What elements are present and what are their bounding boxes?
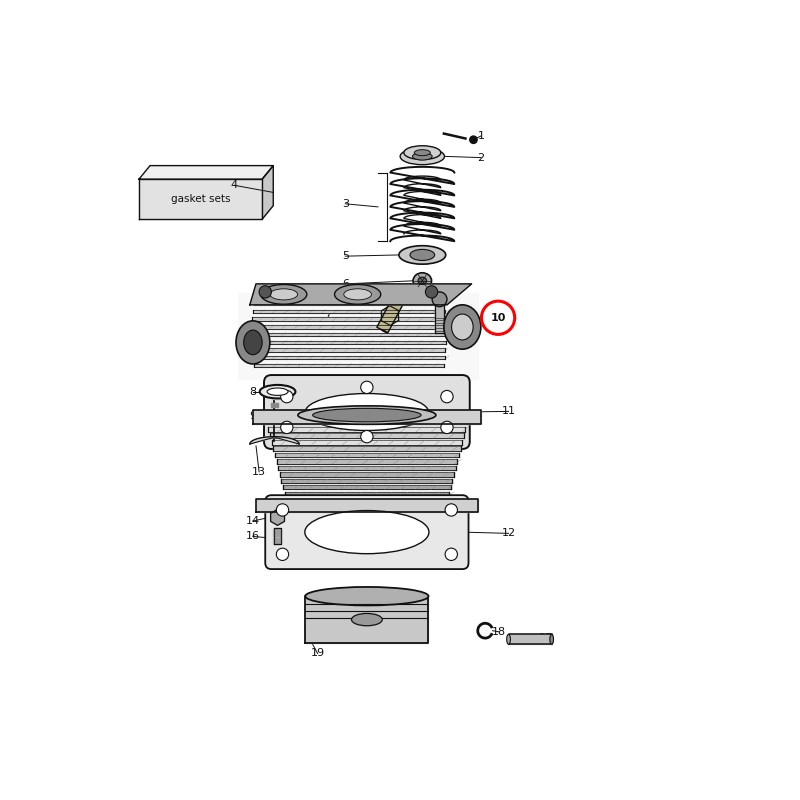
Polygon shape [262, 166, 274, 219]
Polygon shape [254, 302, 444, 306]
Ellipse shape [270, 289, 298, 300]
Text: 8: 8 [250, 386, 257, 397]
Ellipse shape [413, 273, 431, 289]
Polygon shape [377, 298, 403, 333]
Ellipse shape [344, 289, 371, 300]
Circle shape [432, 292, 447, 306]
Text: 7: 7 [323, 313, 330, 322]
Ellipse shape [313, 408, 421, 422]
Polygon shape [509, 634, 552, 644]
Ellipse shape [414, 150, 430, 156]
Text: 9: 9 [250, 411, 257, 422]
Text: 19: 19 [310, 649, 325, 658]
FancyBboxPatch shape [264, 375, 470, 449]
Ellipse shape [506, 634, 510, 644]
Polygon shape [274, 529, 282, 545]
Circle shape [445, 504, 458, 516]
Ellipse shape [298, 406, 436, 424]
Circle shape [259, 286, 271, 298]
Text: 13: 13 [252, 466, 266, 477]
Polygon shape [270, 510, 285, 526]
Polygon shape [271, 402, 278, 407]
Text: 5: 5 [342, 251, 349, 261]
Circle shape [470, 136, 477, 143]
Ellipse shape [267, 388, 288, 395]
Text: 10: 10 [490, 313, 506, 322]
Text: gasket sets: gasket sets [171, 194, 230, 204]
Polygon shape [253, 410, 481, 424]
Polygon shape [252, 348, 446, 352]
Polygon shape [256, 499, 478, 512]
Circle shape [281, 390, 293, 402]
Polygon shape [285, 492, 449, 496]
Polygon shape [251, 325, 446, 329]
Polygon shape [270, 434, 464, 438]
Circle shape [361, 430, 373, 443]
Ellipse shape [451, 314, 473, 340]
Text: 17: 17 [538, 633, 553, 643]
Ellipse shape [444, 305, 481, 349]
Polygon shape [254, 364, 444, 367]
FancyBboxPatch shape [266, 495, 469, 569]
Polygon shape [282, 479, 452, 483]
Polygon shape [280, 473, 454, 477]
Ellipse shape [236, 321, 270, 364]
Polygon shape [382, 306, 398, 326]
Ellipse shape [244, 330, 262, 354]
Circle shape [441, 422, 453, 434]
Polygon shape [274, 446, 461, 451]
Text: 16: 16 [246, 531, 260, 542]
Text: 2: 2 [478, 153, 485, 162]
Polygon shape [254, 310, 445, 313]
Circle shape [276, 548, 289, 561]
Polygon shape [251, 341, 446, 344]
Ellipse shape [261, 285, 307, 304]
Ellipse shape [418, 277, 426, 285]
Ellipse shape [550, 634, 554, 644]
Polygon shape [435, 303, 444, 333]
Circle shape [426, 286, 438, 298]
Polygon shape [275, 453, 459, 458]
Polygon shape [250, 333, 447, 336]
Ellipse shape [306, 394, 429, 430]
Text: 1: 1 [478, 131, 484, 141]
Circle shape [445, 548, 458, 561]
Polygon shape [288, 505, 446, 509]
Polygon shape [238, 293, 478, 379]
Text: 14: 14 [246, 516, 260, 526]
Text: 11: 11 [502, 406, 515, 416]
Text: 18: 18 [492, 627, 506, 637]
Polygon shape [254, 356, 445, 359]
Ellipse shape [260, 385, 295, 398]
Polygon shape [250, 437, 299, 444]
Ellipse shape [404, 146, 441, 160]
Polygon shape [268, 427, 466, 432]
Ellipse shape [306, 587, 429, 606]
Text: 4: 4 [231, 180, 238, 190]
Polygon shape [139, 166, 274, 179]
Text: 3: 3 [342, 199, 349, 209]
Ellipse shape [413, 153, 432, 160]
Polygon shape [250, 284, 472, 305]
Polygon shape [277, 459, 458, 464]
Circle shape [361, 382, 373, 394]
Polygon shape [139, 179, 262, 219]
Polygon shape [278, 466, 455, 470]
Polygon shape [252, 318, 446, 321]
Circle shape [441, 390, 453, 402]
Ellipse shape [410, 250, 434, 261]
Text: 12: 12 [502, 528, 516, 538]
Polygon shape [306, 596, 429, 643]
Ellipse shape [334, 285, 381, 304]
Polygon shape [272, 440, 462, 445]
Ellipse shape [399, 246, 446, 264]
Circle shape [281, 422, 293, 434]
Circle shape [276, 504, 289, 516]
Ellipse shape [351, 614, 382, 626]
Ellipse shape [400, 148, 445, 165]
Text: 6: 6 [342, 279, 349, 289]
Ellipse shape [305, 510, 429, 554]
Polygon shape [286, 498, 447, 502]
Polygon shape [283, 486, 450, 490]
